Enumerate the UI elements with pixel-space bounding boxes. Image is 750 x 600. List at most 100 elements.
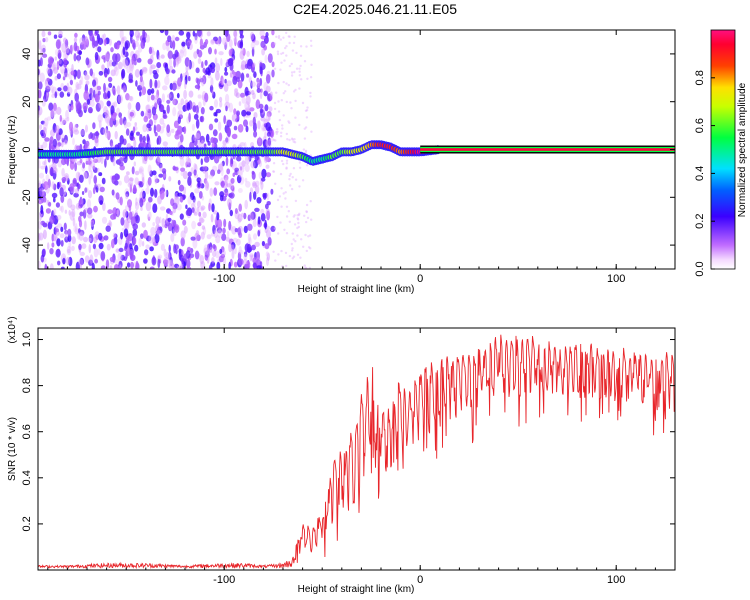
noise-mark	[94, 136, 99, 144]
noise-mark	[281, 127, 284, 130]
noise-mark	[282, 114, 285, 117]
noise-mark	[234, 208, 238, 214]
noise-mark	[197, 101, 202, 109]
noise-mark	[285, 232, 289, 235]
noise-mark	[154, 79, 158, 89]
noise-mark	[58, 33, 63, 39]
noise-mark	[212, 250, 217, 258]
noise-mark	[42, 38, 46, 43]
noise-mark	[81, 243, 87, 250]
noise-mark	[193, 135, 197, 142]
noise-mark	[50, 109, 55, 120]
noise-mark	[139, 69, 143, 77]
noise-mark	[51, 93, 56, 98]
noise-mark	[141, 222, 146, 228]
noise-mark	[125, 193, 129, 200]
noise-mark	[179, 196, 184, 203]
noise-mark	[38, 40, 42, 50]
noise-mark	[279, 172, 283, 176]
noise-mark	[156, 156, 161, 166]
noise-mark	[129, 66, 133, 76]
noise-mark	[294, 199, 298, 203]
noise-mark	[201, 225, 206, 230]
noise-mark	[244, 199, 248, 210]
noise-mark	[285, 215, 289, 218]
noise-mark	[40, 44, 47, 55]
noise-mark	[202, 165, 208, 171]
noise-mark	[210, 77, 214, 87]
noise-mark	[280, 61, 283, 64]
noise-mark	[94, 138, 99, 148]
noise-mark	[256, 82, 261, 90]
noise-mark	[253, 233, 257, 240]
noise-mark	[266, 192, 270, 201]
noise-mark	[184, 79, 187, 90]
noise-mark	[119, 196, 123, 206]
noise-mark	[291, 138, 294, 141]
noise-mark	[226, 168, 231, 175]
x-tick-label: -100	[213, 273, 235, 285]
noise-mark	[228, 220, 232, 231]
noise-mark	[238, 203, 242, 212]
noise-mark	[250, 81, 256, 87]
noise-mark	[187, 157, 192, 168]
noise-mark	[195, 230, 200, 237]
noise-mark	[215, 250, 220, 259]
bottom-x-axis-label: Height of straight line (km)	[298, 584, 415, 595]
noise-mark	[291, 176, 294, 179]
noise-mark	[135, 101, 141, 112]
noise-mark	[40, 129, 45, 137]
noise-mark	[135, 260, 139, 269]
noise-mark	[67, 86, 73, 95]
noise-mark	[305, 249, 308, 253]
noise-mark	[153, 115, 157, 124]
noise-mark	[74, 32, 78, 38]
spectrogram-panel: -100 0 100 -40 -20 0 20 40 Height of straight …	[7, 29, 676, 295]
noise-mark	[285, 264, 288, 268]
noise-mark	[133, 261, 136, 268]
noise-mark	[264, 54, 268, 64]
noise-mark	[256, 88, 261, 93]
noise-mark	[260, 88, 263, 93]
noise-mark	[122, 36, 127, 42]
noise-mark	[69, 44, 73, 55]
noise-mark	[49, 248, 54, 255]
x-tick-label: 100	[607, 574, 625, 586]
noise-mark	[292, 90, 296, 93]
noise-mark	[142, 135, 146, 143]
noise-mark	[176, 129, 181, 135]
noise-mark	[156, 62, 162, 69]
noise-mark	[88, 92, 93, 101]
noise-mark	[261, 168, 267, 179]
noise-mark	[145, 201, 152, 212]
noise-mark	[60, 194, 65, 203]
noise-mark	[299, 54, 303, 57]
noise-mark	[132, 42, 136, 50]
noise-mark	[202, 211, 207, 219]
noise-mark	[152, 170, 157, 176]
noise-mark	[47, 56, 54, 66]
top-y-ticks: -40 -20 0 20 40	[21, 48, 675, 253]
noise-mark	[126, 171, 130, 176]
noise-mark	[110, 69, 116, 77]
noise-mark	[97, 248, 101, 256]
noise-mark	[123, 83, 127, 93]
noise-mark	[154, 188, 158, 198]
noise-mark	[255, 180, 260, 187]
noise-mark	[45, 174, 50, 182]
noise-mark	[98, 232, 103, 241]
noise-mark	[115, 192, 120, 200]
noise-mark	[46, 116, 52, 121]
noise-mark	[187, 60, 191, 71]
noise-mark	[287, 210, 290, 213]
noise-mark	[138, 237, 142, 248]
noise-mark	[195, 132, 201, 140]
noise-mark	[207, 249, 211, 258]
noise-mark	[38, 89, 41, 99]
noise-mark	[303, 214, 306, 217]
noise-mark	[265, 122, 272, 132]
colorbar-tick-label: 0.0	[694, 261, 706, 276]
noise-mark	[105, 125, 109, 134]
noise-mark	[230, 241, 236, 250]
noise-mark	[63, 222, 67, 231]
